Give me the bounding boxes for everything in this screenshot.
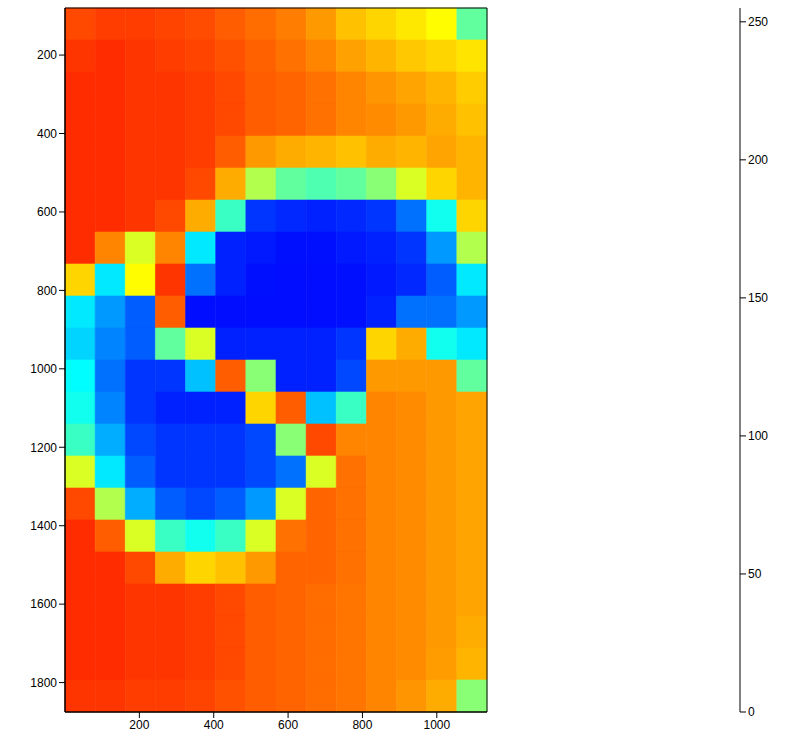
svg-text:150: 150: [748, 291, 768, 305]
svg-text:200: 200: [129, 718, 149, 732]
svg-text:250: 250: [748, 15, 768, 29]
svg-text:1000: 1000: [30, 362, 57, 376]
svg-text:1400: 1400: [30, 519, 57, 533]
svg-text:100: 100: [748, 429, 768, 443]
svg-text:1600: 1600: [30, 597, 57, 611]
svg-text:400: 400: [204, 718, 224, 732]
svg-text:50: 50: [748, 567, 762, 581]
svg-text:1800: 1800: [30, 676, 57, 690]
svg-text:800: 800: [37, 284, 57, 298]
svg-text:1200: 1200: [30, 441, 57, 455]
svg-text:400: 400: [37, 127, 57, 141]
svg-text:800: 800: [352, 718, 372, 732]
svg-text:200: 200: [37, 48, 57, 62]
svg-text:1000: 1000: [423, 718, 450, 732]
svg-text:0: 0: [748, 705, 755, 719]
svg-text:600: 600: [278, 718, 298, 732]
svg-text:600: 600: [37, 205, 57, 219]
svg-text:200: 200: [748, 153, 768, 167]
